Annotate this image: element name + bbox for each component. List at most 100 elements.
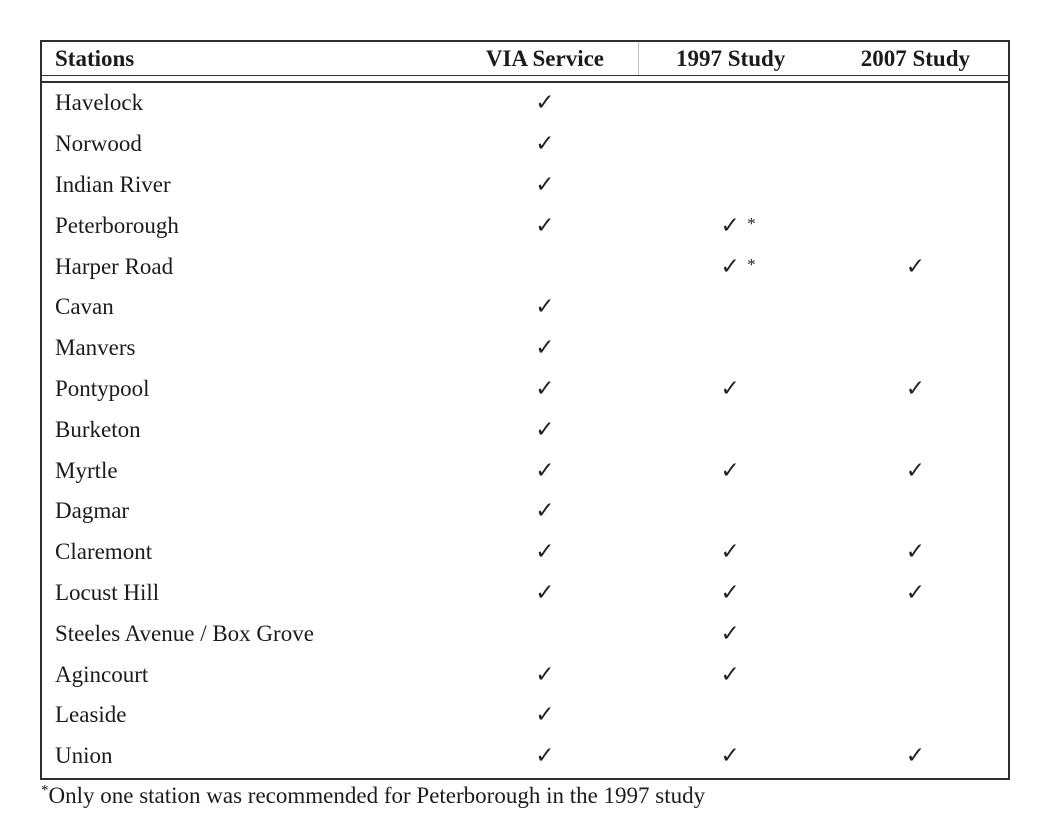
check-icon: ✓ xyxy=(535,90,555,117)
table-row: Peterborough ✓ ✓ * xyxy=(42,205,1008,246)
table-row: Leaside ✓ xyxy=(42,695,1008,736)
cell-station: Leaside xyxy=(55,702,127,728)
cell-via-service: ✓ xyxy=(452,417,637,443)
cell-2007-study xyxy=(823,294,1008,320)
table-row: Burketon ✓ xyxy=(42,409,1008,450)
cell-station: Agincourt xyxy=(55,661,149,687)
cell-via-service: ✓ xyxy=(452,539,637,565)
cell-via-service: ✓ xyxy=(452,580,637,606)
cell-2007-study xyxy=(823,131,1008,157)
table-row: Cavan ✓ xyxy=(42,287,1008,328)
footnote-marker: * xyxy=(41,782,49,799)
table-row: Norwood ✓ xyxy=(42,124,1008,165)
check-icon: ✓ xyxy=(535,498,555,525)
table-row: Union ✓ ✓ ✓ xyxy=(42,736,1008,777)
check-icon: ✓ xyxy=(720,253,740,280)
cell-station: Dagmar xyxy=(55,498,130,524)
cell-2007-study xyxy=(823,498,1008,524)
check-icon: ✓ xyxy=(535,579,555,606)
check-icon: ✓ xyxy=(905,457,926,484)
check-icon: ✓ xyxy=(535,539,555,566)
cell-station: Union xyxy=(55,743,113,769)
cell-station: Havelock xyxy=(55,90,144,116)
cell-via-service: ✓ xyxy=(452,498,637,524)
check-icon: ✓ xyxy=(535,661,555,688)
check-icon: ✓ xyxy=(720,457,740,484)
cell-station: Manvers xyxy=(55,335,136,361)
cell-2007-study xyxy=(823,702,1008,728)
cell-via-service: ✓ xyxy=(452,213,637,239)
check-icon: ✓ xyxy=(720,375,740,402)
cell-2007-study xyxy=(823,213,1008,239)
cell-1997-study xyxy=(638,90,823,116)
cell-via-service: ✓ xyxy=(452,376,637,402)
check-icon: ✓ xyxy=(720,212,740,239)
cell-2007-study xyxy=(823,90,1008,116)
cell-via-service: ✓ xyxy=(452,458,637,484)
cell-station: Claremont xyxy=(55,539,153,565)
cell-2007-study xyxy=(823,621,1008,647)
cell-via-service: ✓ xyxy=(452,131,637,157)
check-icon: ✓ xyxy=(905,579,926,606)
table-row: Manvers ✓ xyxy=(42,328,1008,369)
column-header-1997-study: 1997 Study xyxy=(637,42,823,75)
table-row: Dagmar ✓ xyxy=(42,491,1008,532)
table-body: Havelock ✓ Norwood ✓ Indian River ✓ Pete… xyxy=(42,81,1008,778)
column-header-via-service: VIA Service xyxy=(485,45,605,71)
column-header-2007-study: 2007 Study xyxy=(860,45,971,71)
cell-via-service: ✓ xyxy=(452,90,637,116)
check-icon: ✓ xyxy=(720,661,740,688)
table-row: Harper Road ✓ * ✓ xyxy=(42,246,1008,287)
table-row: Steeles Avenue / Box Grove ✓ xyxy=(42,613,1008,654)
cell-1997-study: ✓ * xyxy=(638,254,823,280)
cell-1997-study: ✓ xyxy=(638,743,823,769)
cell-via-service xyxy=(452,254,637,280)
check-icon: ✓ xyxy=(535,457,555,484)
station-comparison-table: Stations VIA Service 1997 Study 2007 Stu… xyxy=(40,40,1010,780)
cell-1997-study: ✓ xyxy=(638,458,823,484)
cell-via-service xyxy=(452,621,637,647)
cell-station: Harper Road xyxy=(55,253,174,279)
cell-1997-study: ✓ xyxy=(638,580,823,606)
cell-2007-study xyxy=(823,172,1008,198)
cell-via-service: ✓ xyxy=(452,702,637,728)
cell-1997-study: ✓ xyxy=(638,662,823,688)
check-icon: ✓ xyxy=(905,539,926,566)
table-row: Agincourt ✓ ✓ xyxy=(42,654,1008,695)
check-icon: ✓ xyxy=(535,335,555,362)
cell-1997-study: ✓ xyxy=(638,621,823,647)
cell-station: Peterborough xyxy=(55,212,179,238)
table-row: Havelock ✓ xyxy=(42,83,1008,124)
cell-1997-study xyxy=(638,294,823,320)
cell-1997-study xyxy=(638,702,823,728)
cell-station: Steeles Avenue / Box Grove xyxy=(55,620,314,646)
cell-2007-study xyxy=(823,335,1008,361)
table-row: Indian River ✓ xyxy=(42,165,1008,206)
check-icon: ✓ xyxy=(720,579,740,606)
note-marker: * xyxy=(747,213,756,233)
cell-2007-study: ✓ xyxy=(823,580,1008,606)
cell-1997-study: ✓ * xyxy=(638,213,823,239)
table-row: Myrtle ✓ ✓ ✓ xyxy=(42,450,1008,491)
check-icon: ✓ xyxy=(535,131,555,158)
cell-2007-study: ✓ xyxy=(823,254,1008,280)
cell-2007-study: ✓ xyxy=(823,743,1008,769)
cell-station: Burketon xyxy=(55,416,141,442)
cell-station: Myrtle xyxy=(55,457,118,483)
cell-via-service: ✓ xyxy=(452,294,637,320)
check-icon: ✓ xyxy=(535,416,555,443)
cell-station: Indian River xyxy=(55,171,171,197)
cell-2007-study: ✓ xyxy=(823,458,1008,484)
check-icon: ✓ xyxy=(535,212,555,239)
check-icon: ✓ xyxy=(535,294,555,321)
table-header-row: Stations VIA Service 1997 Study 2007 Stu… xyxy=(42,42,1008,76)
table-row: Pontypool ✓ ✓ ✓ xyxy=(42,369,1008,410)
cell-1997-study xyxy=(638,417,823,443)
cell-1997-study: ✓ xyxy=(638,539,823,565)
check-icon: ✓ xyxy=(535,171,555,198)
cell-station: Cavan xyxy=(55,294,114,320)
check-icon: ✓ xyxy=(905,743,926,770)
column-header-stations: Stations xyxy=(55,45,135,71)
cell-station: Locust Hill xyxy=(55,579,160,605)
footnote: *Only one station was recommended for Pe… xyxy=(41,783,705,809)
